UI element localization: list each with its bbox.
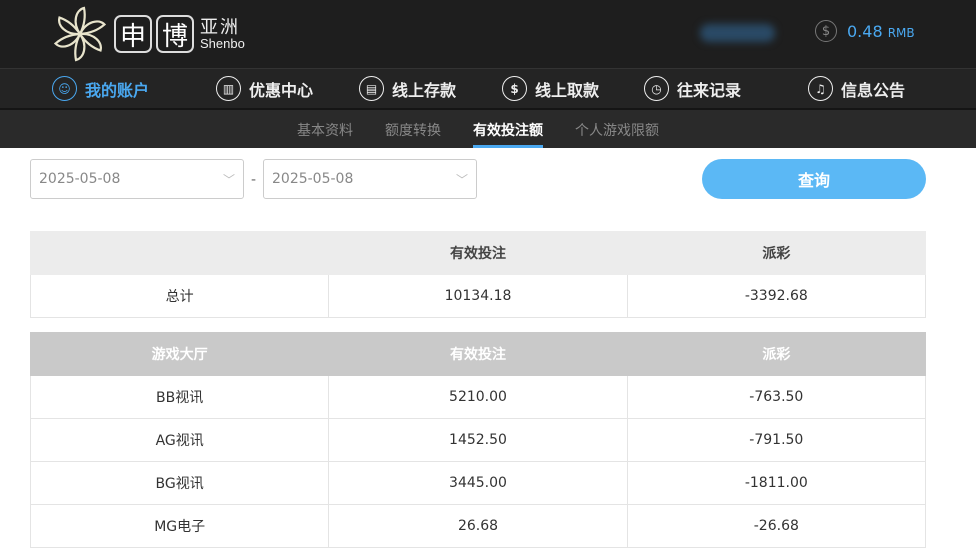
record-icon: ◷ <box>644 76 669 101</box>
start-date-input[interactable]: 2025-05-08 ﹀ <box>30 159 244 199</box>
table-row: MG电子 26.68 -26.68 <box>29 504 927 548</box>
cell: BG视讯 <box>29 461 330 505</box>
nav-records[interactable]: ◷ 往来记录 <box>644 76 741 101</box>
logo-char: 博 <box>156 15 194 53</box>
query-button[interactable]: 查询 <box>702 159 926 199</box>
cell: 3445.00 <box>328 461 628 505</box>
cell: 5210.00 <box>328 375 628 419</box>
table-header-row: 游戏大厅 有效投注 派彩 <box>29 332 927 376</box>
column-header: 游戏大厅 <box>29 332 330 376</box>
cell: 10134.18 <box>328 274 628 318</box>
withdraw-icon: $ <box>502 76 527 101</box>
cell: -1811.00 <box>626 461 927 505</box>
balance-amount: 0.48 <box>847 21 883 41</box>
table-row: AG视讯 1452.50 -791.50 <box>29 418 927 462</box>
end-date-input[interactable]: 2025-05-08 ﹀ <box>263 159 477 199</box>
end-date-value: 2025-05-08 <box>272 171 354 187</box>
summary-table: 有效投注 派彩 总计 10134.18 -3392.68 <box>29 231 927 318</box>
deposit-icon: ▤ <box>359 76 384 101</box>
tab-basic-info[interactable]: 基本资料 <box>297 123 353 139</box>
logo-cn: 亚洲 <box>200 16 240 38</box>
sub-nav: 基本资料 额度转换 有效投注额 个人游戏限额 <box>0 110 976 148</box>
cell: 总计 <box>29 274 330 318</box>
table-row: 总计 10134.18 -3392.68 <box>29 274 927 318</box>
user-icon: ☺ <box>52 76 77 101</box>
tab-game-limits[interactable]: 个人游戏限额 <box>575 123 659 139</box>
nav-my-account[interactable]: ☺ 我的账户 <box>52 76 149 101</box>
column-header <box>29 231 330 275</box>
bell-icon: ♫ <box>808 76 833 101</box>
table-header-row: 有效投注 派彩 <box>29 231 927 275</box>
nav-promotions[interactable]: ▥ 优惠中心 <box>216 76 313 101</box>
column-header: 派彩 <box>626 332 927 376</box>
nav-label: 往来记录 <box>677 80 742 100</box>
main-nav: ☺ 我的账户 ▥ 优惠中心 ▤ 线上存款 $ 线上取款 ◷ 往来记录 ♫ 信息公告 <box>0 68 976 110</box>
currency: RMB <box>887 25 915 40</box>
header: 申 博 亚洲 Shenbo $ 0.48 RMB <box>0 0 976 68</box>
column-header: 有效投注 <box>328 231 628 275</box>
tab-valid-bets[interactable]: 有效投注额 <box>473 120 543 148</box>
logo[interactable]: 申 博 亚洲 Shenbo <box>50 4 245 64</box>
column-header: 有效投注 <box>328 332 628 376</box>
nav-label: 信息公告 <box>841 80 906 100</box>
logo-en: Shenbo <box>200 35 245 51</box>
cell: AG视讯 <box>29 418 330 462</box>
nav-deposit[interactable]: ▤ 线上存款 <box>359 76 456 101</box>
cell: -763.50 <box>626 375 927 419</box>
dollar-icon: $ <box>815 20 837 42</box>
gift-icon: ▥ <box>216 76 241 101</box>
logo-text: 亚洲 Shenbo <box>200 16 245 51</box>
flower-logo-icon <box>53 6 107 62</box>
cell: MG电子 <box>29 504 330 548</box>
nav-withdraw[interactable]: $ 线上取款 <box>502 76 599 101</box>
cell: 1452.50 <box>328 418 628 462</box>
nav-label: 线上存款 <box>392 80 457 100</box>
date-separator: - <box>251 172 257 188</box>
username-blurred[interactable] <box>700 24 775 42</box>
cell: -791.50 <box>626 418 927 462</box>
cell: 26.68 <box>328 504 628 548</box>
tab-transfer[interactable]: 额度转换 <box>385 123 441 139</box>
cell: BB视讯 <box>29 375 330 419</box>
nav-label: 优惠中心 <box>249 80 314 100</box>
cell: -3392.68 <box>626 274 927 318</box>
chevron-down-icon: ﹀ <box>455 172 468 187</box>
table-row: BB视讯 5210.00 -763.50 <box>29 375 927 419</box>
start-date-value: 2025-05-08 <box>39 171 121 187</box>
detail-table: 游戏大厅 有效投注 派彩 BB视讯 5210.00 -763.50 AG视讯 1452… <box>29 332 927 548</box>
nav-label: 线上取款 <box>535 80 600 100</box>
logo-char: 申 <box>114 15 152 53</box>
table-row: BG视讯 3445.00 -1811.00 <box>29 461 927 505</box>
nav-announcements[interactable]: ♫ 信息公告 <box>808 76 905 101</box>
column-header: 派彩 <box>626 231 927 275</box>
balance: $ 0.48 RMB <box>815 20 915 42</box>
cell: -26.68 <box>626 504 927 548</box>
chevron-down-icon: ﹀ <box>222 172 235 187</box>
nav-label: 我的账户 <box>85 80 150 100</box>
